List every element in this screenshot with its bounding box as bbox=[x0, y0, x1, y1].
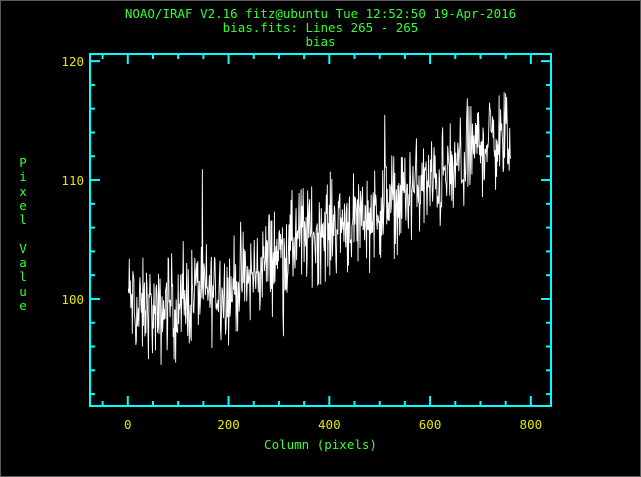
y-axis-label-char: l bbox=[19, 269, 27, 285]
system-header: NOAO/IRAF V2.16 fitz@ubuntu Tue 12:52:50… bbox=[124, 6, 517, 21]
x-tick-label: 800 bbox=[520, 417, 543, 432]
y-tick-label: 110 bbox=[61, 173, 84, 188]
y-tick-label: 120 bbox=[61, 54, 84, 69]
y-axis-label-char: a bbox=[19, 255, 27, 271]
y-axis-label-char: V bbox=[19, 240, 27, 256]
data-line bbox=[127, 92, 512, 365]
y-axis-label-char: l bbox=[19, 212, 27, 228]
image-section-title: bias.fits: Lines 265 - 265 bbox=[222, 20, 419, 35]
x-tick-label: 200 bbox=[217, 417, 240, 432]
y-axis-label-char: u bbox=[19, 283, 27, 299]
x-axis-label: Column (pixels) bbox=[264, 437, 377, 452]
x-tick-label: 0 bbox=[124, 417, 132, 432]
y-axis-label-char: i bbox=[19, 169, 27, 185]
y-axis-label-char: P bbox=[19, 155, 27, 170]
x-tick-label: 400 bbox=[318, 417, 341, 432]
plot-title: bias bbox=[305, 34, 336, 49]
y-axis-label-char: x bbox=[19, 183, 27, 199]
y-tick-label: 100 bbox=[61, 292, 84, 307]
x-tick-label: 600 bbox=[419, 417, 442, 432]
y-axis-label-char: e bbox=[19, 297, 27, 313]
y-axis-label-char: e bbox=[19, 197, 27, 213]
plot-frame bbox=[89, 53, 552, 407]
